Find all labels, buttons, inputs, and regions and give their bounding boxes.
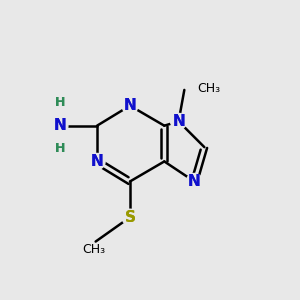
Text: H: H	[55, 142, 65, 155]
Text: N: N	[172, 114, 185, 129]
Text: N: N	[53, 118, 66, 133]
Text: H: H	[55, 142, 65, 155]
Circle shape	[52, 118, 68, 134]
Text: N: N	[91, 154, 103, 169]
Text: CH₃: CH₃	[197, 82, 220, 95]
Text: H: H	[55, 96, 65, 109]
Text: H: H	[55, 96, 65, 109]
Text: N: N	[188, 174, 201, 189]
Text: N: N	[188, 174, 201, 189]
Text: S: S	[124, 210, 136, 225]
Text: N: N	[53, 118, 66, 133]
Text: N: N	[124, 98, 136, 113]
Circle shape	[171, 113, 187, 129]
Text: CH₃: CH₃	[82, 243, 106, 256]
Circle shape	[122, 98, 138, 114]
Text: N: N	[124, 98, 136, 113]
Circle shape	[122, 209, 138, 225]
Circle shape	[89, 153, 105, 170]
Circle shape	[186, 173, 203, 190]
Text: N: N	[172, 114, 185, 129]
Text: S: S	[124, 210, 136, 225]
Text: N: N	[91, 154, 103, 169]
